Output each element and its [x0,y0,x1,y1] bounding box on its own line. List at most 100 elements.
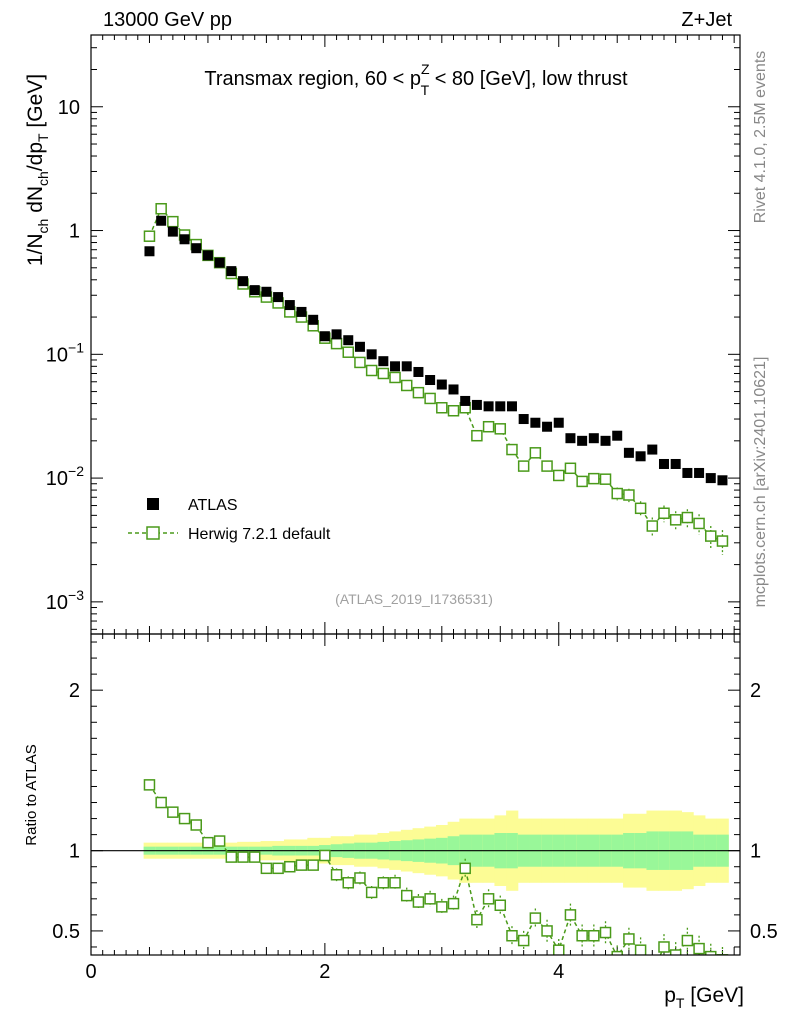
atlas-point [284,300,295,311]
atlas-point [354,341,365,352]
atlas-point [577,435,588,446]
herwig-ratio-point [494,899,507,911]
herwig-ratio-point [669,949,682,955]
herwig-ratio-point [552,944,565,955]
atlas-point [694,467,705,478]
herwig-point [424,392,436,405]
herwig-point [330,337,343,350]
herwig-ratio-point [213,835,226,847]
herwig-ratio-point [190,819,202,831]
ratio-y-tick-label-right: 2 [750,680,761,702]
atlas-point [542,421,553,432]
atlas-point [647,444,658,455]
atlas-point [401,361,412,372]
atlas-point [495,401,506,412]
herwig-ratio-point [506,929,518,942]
herwig-ratio-point [365,886,378,899]
atlas-point [530,417,541,428]
atlas-point [296,306,307,317]
atlas-point [366,349,377,360]
herwig-point [517,460,530,472]
herwig-ratio-point [354,872,366,884]
herwig-point [634,502,647,515]
herwig-point [471,429,483,442]
atlas-point [156,215,167,226]
herwig-point [342,346,355,358]
atlas-point [261,286,272,297]
atlas-point [588,433,599,444]
main-y-tick-label: 10−3 [46,587,84,614]
main-y-tick-labels: 10 1 10−1 10−2 10−3 [46,97,84,614]
main-y-tick-label: 10 [58,97,80,119]
atlas-points-main [144,215,728,486]
analysis-label: (ATLAS_2019_I1736531) [335,591,493,607]
herwig-ratio-point [447,897,460,910]
herwig-ratio-point [471,913,483,926]
herwig-ratio-point [319,849,331,862]
herwig-ratio-point [389,877,401,889]
atlas-point [471,399,482,410]
atlas-point [273,292,284,303]
herwig-point [529,447,542,459]
atlas-point [658,458,669,469]
atlas-point [425,375,436,386]
herwig-ratio-point [167,806,179,818]
atlas-point [144,246,155,257]
legend: ATLAS Herwig 7.2.1 default [128,497,331,543]
atlas-point [705,473,716,484]
herwig-point [623,489,635,501]
herwig-ratio-point [377,877,390,889]
herwig-ratio-point [412,896,425,908]
herwig-point [377,367,390,380]
herwig-point [705,530,717,542]
herwig-ratio-point [295,859,308,871]
atlas-point [202,250,213,261]
atlas-point [167,226,178,237]
herwig-ratio-point [647,968,657,978]
main-title: Transmax region, 60 < pZ T < 80 [GeV], lo… [204,61,628,98]
x-tick-label: 2 [319,961,330,983]
herwig-points-ratio [143,779,729,978]
main-title-sub: T [421,82,430,98]
herwig-ratio-point [576,929,588,942]
ratio-y-tick-label-right: 0.5 [750,921,778,943]
herwig-point [167,215,179,228]
ratio-y-tick-label: 1 [69,841,80,863]
atlas-point [600,435,611,446]
herwig-ratio-point [693,942,705,955]
herwig-ratio-point [330,869,343,881]
herwig-point [400,379,413,392]
herwig-point [576,475,588,488]
herwig-point [716,535,729,547]
herwig-ratio-point [716,954,729,955]
herwig-ratio-point [529,912,542,924]
herwig-ratio-point [436,901,448,913]
herwig-ratio-point [599,926,612,939]
herwig-point [155,202,167,215]
herwig-ratio-point [705,950,717,955]
herwig-ratio-point [307,859,319,871]
atlas-point [506,401,517,412]
herwig-ratio-point [260,862,273,875]
atlas-point [413,366,424,377]
legend-label-herwig: Herwig 7.2.1 default [188,526,331,543]
atlas-point [565,433,576,444]
mcplots-label: mcplots.cern.ch [arXiv:2401.10621] [752,357,769,608]
herwig-ratio-point [658,941,670,953]
atlas-point [635,451,646,462]
xlabel: pT [GeV] [664,984,744,1011]
atlas-point [460,395,471,406]
herwig-point [681,511,694,524]
herwig-point [506,443,518,456]
herwig-ratio-point [459,862,471,875]
herwig-ratio-point [284,860,296,873]
herwig-ratio-point [248,851,261,863]
herwig-ratio-point [564,909,577,921]
main-panel-frame [90,34,741,635]
herwig-ratio-point [272,862,284,875]
herwig-points-main [143,202,729,547]
atlas-point [214,257,225,268]
herwig-ratio-point [588,929,600,942]
main-ylabel: 1/Nch dNch/dpT [GeV] [24,74,51,266]
